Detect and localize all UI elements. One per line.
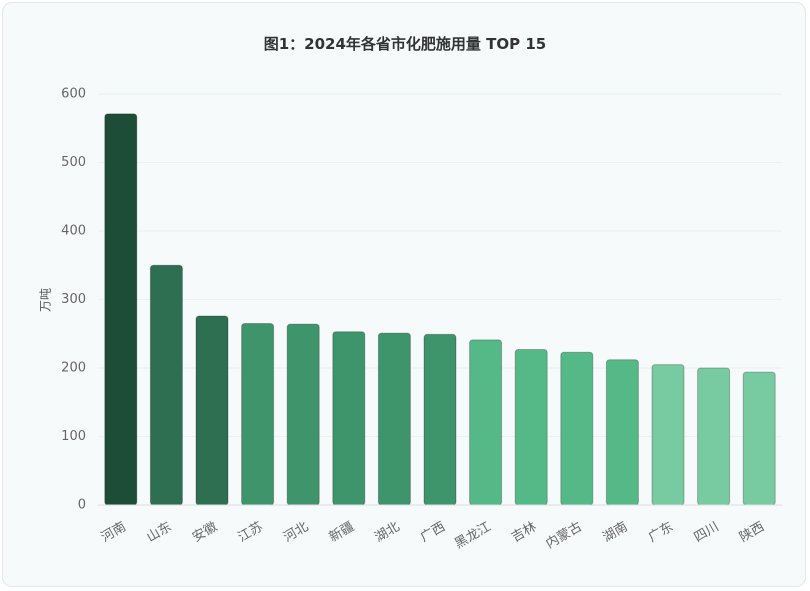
bar[interactable]	[469, 339, 503, 506]
y-tick-label: 100	[61, 429, 86, 444]
bar[interactable]	[605, 359, 639, 506]
x-tick-label: 四川	[692, 519, 722, 545]
bar[interactable]	[560, 351, 594, 506]
x-tick-label: 广东	[646, 519, 676, 545]
y-tick-label: 500	[61, 155, 86, 170]
y-tick-label: 600	[61, 87, 86, 102]
bar[interactable]	[332, 331, 366, 506]
bar[interactable]	[514, 349, 548, 506]
bar[interactable]	[742, 371, 776, 506]
chart-title: 图1：2024年各省市化肥施用量 TOP 15	[263, 35, 547, 53]
bar[interactable]	[423, 333, 457, 506]
y-tick-label: 200	[61, 361, 86, 376]
bar[interactable]	[651, 364, 685, 506]
bar[interactable]	[377, 332, 411, 506]
x-tick-label: 陕西	[737, 519, 767, 545]
bar[interactable]	[104, 113, 138, 506]
x-tick-label: 新疆	[326, 519, 357, 546]
x-tick-label: 安徽	[190, 519, 220, 545]
x-tick-label: 湖南	[600, 519, 631, 546]
y-tick-label: 400	[61, 224, 86, 239]
x-tick-label: 广西	[418, 519, 448, 545]
x-tick-label: 河南	[98, 519, 129, 546]
x-tick-label: 吉林	[509, 519, 539, 545]
x-tick-label: 山东	[144, 519, 174, 545]
bars	[104, 113, 776, 506]
x-axis-ticks: 河南 山东 安徽 江苏 河北 新疆 湖北 广西 黑龙江 吉林 内蒙古 湖南 广东 四川 陕西	[98, 519, 767, 552]
y-tick-label: 300	[61, 292, 86, 307]
bar[interactable]	[195, 315, 229, 506]
x-tick-label: 江苏	[235, 519, 266, 546]
y-axis-ticks: 0 100 200 300 400 500 600	[61, 87, 86, 513]
x-tick-label: 黑龙江	[452, 519, 493, 551]
bar[interactable]	[697, 367, 731, 506]
x-tick-label: 内蒙古	[543, 519, 585, 552]
x-tick-label: 湖北	[372, 519, 402, 545]
y-axis-label: 万吨	[39, 288, 53, 312]
bar[interactable]	[286, 323, 320, 506]
bar[interactable]	[149, 264, 183, 506]
x-tick-label: 河北	[281, 519, 311, 545]
y-tick-label: 0	[78, 498, 86, 513]
bar[interactable]	[241, 322, 275, 506]
